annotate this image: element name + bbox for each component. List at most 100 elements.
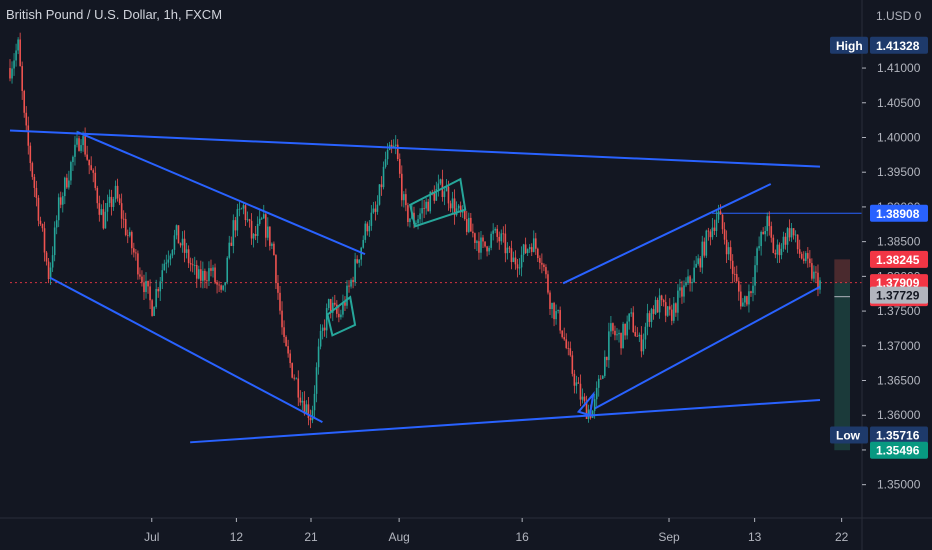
candle-body [122, 218, 125, 220]
candle-body [632, 312, 635, 333]
candle-body [183, 238, 186, 253]
candle-body [522, 244, 525, 255]
candle-body [303, 400, 306, 414]
candle-body [567, 347, 570, 349]
candle-body [575, 382, 578, 386]
candle-body [212, 267, 214, 271]
candle-body [737, 281, 740, 292]
candle-body [82, 136, 84, 146]
candle-body [340, 314, 342, 318]
candle-body [547, 274, 549, 293]
candle-body [429, 191, 432, 212]
candle-body [327, 299, 330, 309]
candle-body [41, 223, 44, 229]
candle-body [313, 393, 316, 411]
candle-body [601, 375, 604, 379]
candle-body [305, 404, 308, 414]
candle-body [269, 226, 271, 246]
candle-body [92, 170, 95, 173]
candle-body [616, 334, 618, 336]
candle-body [185, 249, 188, 253]
candle-body [415, 223, 417, 225]
candle-body [354, 259, 356, 283]
candle-body [638, 334, 641, 337]
candle-body [766, 216, 769, 232]
candle-body [451, 198, 454, 209]
candle-body [713, 227, 716, 231]
candle-body [126, 235, 129, 236]
candle-body [490, 233, 492, 248]
time-tick-label: 16 [515, 530, 529, 544]
candle-body [206, 280, 208, 282]
candle-body [352, 279, 354, 283]
candle-body [256, 224, 259, 236]
candle-body [264, 214, 267, 238]
candle-body [677, 290, 679, 313]
candle-body [116, 185, 119, 199]
candle-body [64, 177, 66, 197]
candle-body [368, 225, 371, 232]
candle-body [697, 258, 699, 264]
candle-body [214, 267, 216, 283]
candle-body [240, 208, 243, 210]
candle-body [35, 187, 38, 198]
low-tag-value-bg [870, 426, 928, 444]
candle-body [88, 159, 90, 166]
candle-body [731, 260, 734, 274]
position-tool[interactable] [834, 259, 850, 451]
wedge-bottom-line [49, 276, 323, 424]
candle-body [382, 166, 385, 188]
candle-body [84, 136, 86, 155]
candle-body [508, 247, 511, 249]
candle-body [504, 233, 507, 254]
candle-body [579, 383, 582, 400]
candle-body [532, 238, 535, 252]
candle-body [39, 220, 42, 224]
candle-body [717, 211, 720, 220]
candle-body [193, 264, 196, 266]
candle-body [573, 373, 576, 386]
candle-body [484, 241, 486, 247]
candle-body [53, 227, 56, 256]
candle-body [758, 246, 760, 249]
candle-body [610, 323, 612, 332]
candle-body [283, 327, 285, 337]
candle-body [405, 194, 407, 206]
candle-body [715, 219, 718, 231]
candle-body [802, 258, 805, 261]
candle-body [181, 238, 184, 246]
lower-channel-line [190, 398, 821, 444]
candle-body [356, 259, 358, 263]
candle-body [470, 217, 472, 232]
candle-body [815, 271, 817, 273]
candle-body [96, 187, 99, 204]
candle-body [360, 247, 363, 260]
candle-body [421, 208, 423, 214]
candle-body [258, 218, 261, 225]
candle-body [366, 223, 369, 232]
high-tag-value: 1.41328 [876, 39, 920, 53]
candle-body [510, 248, 513, 263]
candle-body [636, 336, 639, 337]
rising-channel-top [562, 183, 772, 285]
price-tick-label: 1.38500 [877, 235, 921, 249]
candle-body [392, 145, 395, 148]
candle-body [21, 66, 23, 91]
candle-body [374, 208, 377, 212]
candle-body [624, 323, 626, 336]
candle-body [61, 196, 64, 205]
candle-body [19, 39, 21, 67]
candle-body [163, 263, 166, 271]
trendlines[interactable] [9, 129, 821, 444]
candle-body [539, 258, 541, 263]
candle-body [380, 184, 383, 188]
time-axis[interactable]: Jul 12 21 Aug 16 Sep 13 22 [0, 517, 932, 544]
candle-body [435, 189, 438, 201]
candle-body [628, 313, 630, 322]
candle-body [754, 265, 756, 286]
candle-body [689, 276, 691, 284]
candle-body [279, 292, 281, 311]
candle-body [139, 274, 141, 277]
candle-body [66, 177, 68, 188]
